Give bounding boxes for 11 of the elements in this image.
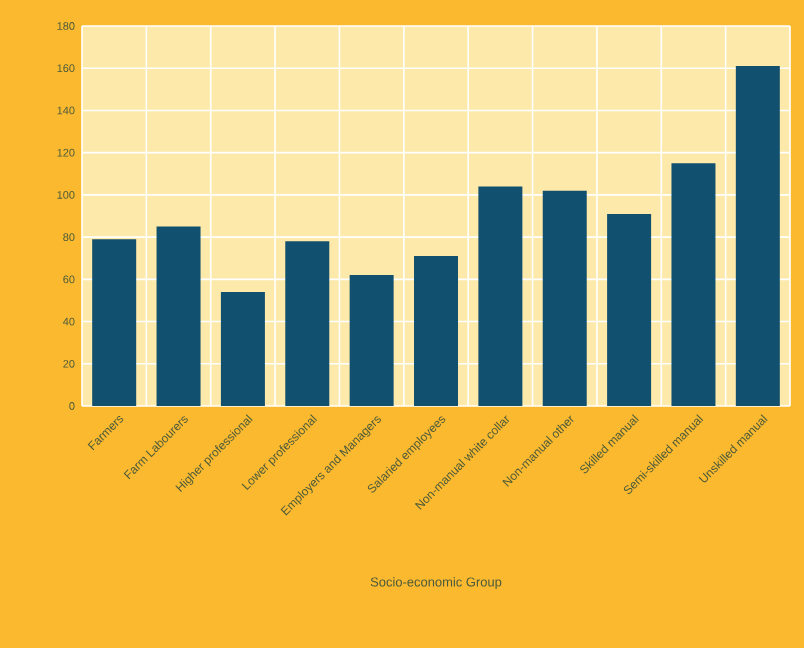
bar bbox=[349, 275, 394, 406]
bar bbox=[478, 186, 523, 406]
bar bbox=[671, 163, 716, 406]
bar bbox=[607, 213, 652, 406]
bar bbox=[735, 66, 780, 406]
bar bbox=[92, 239, 137, 406]
bar bbox=[542, 190, 587, 406]
bar bbox=[285, 241, 330, 406]
bar bbox=[414, 256, 459, 406]
bar bbox=[220, 292, 265, 406]
bar bbox=[156, 226, 201, 406]
